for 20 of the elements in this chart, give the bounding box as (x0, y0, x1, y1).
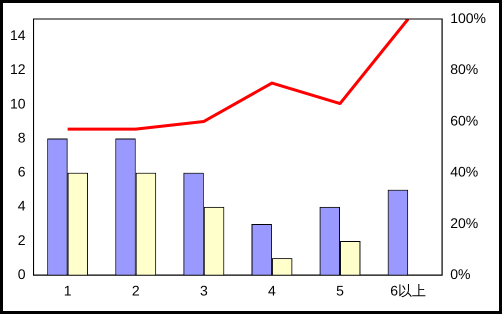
y2-tick-label: 0% (450, 266, 470, 282)
y2-tick-label: 40% (450, 164, 478, 180)
x-tick-label: 3 (200, 282, 208, 298)
x-tick-label: 6以上 (390, 282, 426, 298)
y-tick-label: 8 (18, 129, 26, 146)
y-tick-label: 12 (10, 61, 26, 78)
y-tick-label: 0 (18, 266, 26, 282)
y-tick-label: 14 (10, 26, 26, 43)
y-tick-label: 2 (18, 232, 26, 248)
x-tick-label: 2 (132, 282, 140, 298)
y-tick-label: 10 (10, 95, 26, 112)
y2-tick-label: 100% (450, 10, 486, 26)
x-tick-label: 4 (268, 282, 276, 298)
x-tick-label: 1 (64, 282, 72, 298)
y-tick-label: 4 (18, 198, 26, 214)
y2-tick-label: 20% (450, 214, 478, 231)
y-tick-label: 6 (18, 164, 26, 180)
y2-tick-label: 80% (450, 61, 478, 78)
y2-tick-label: 60% (450, 112, 478, 128)
x-tick-label: 5 (336, 282, 344, 298)
